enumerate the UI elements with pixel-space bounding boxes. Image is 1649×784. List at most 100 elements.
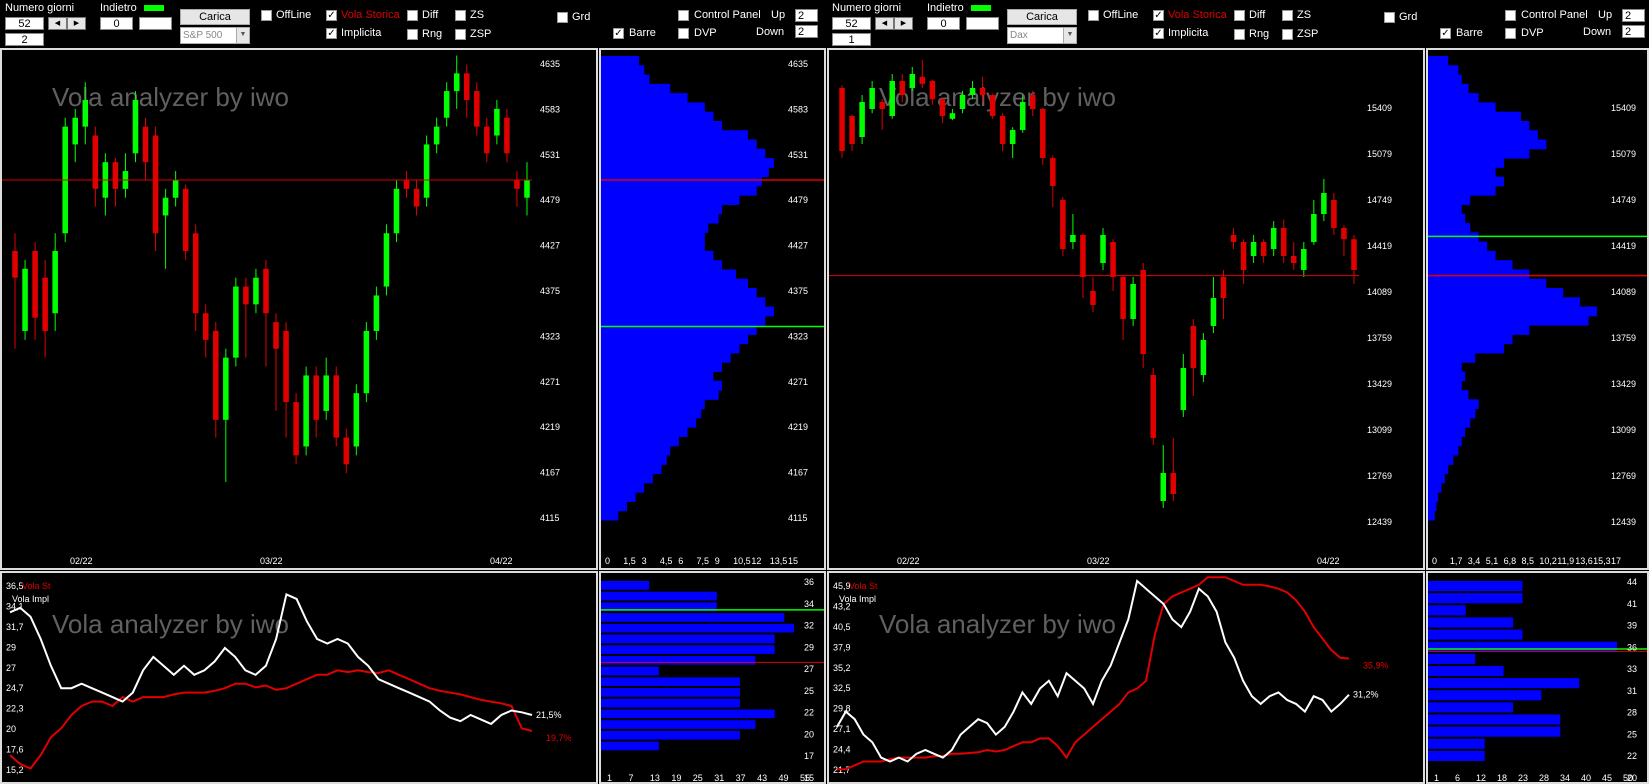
rng-checkbox[interactable]: [407, 29, 418, 40]
vola-profile-tick-label: 41: [1627, 599, 1637, 609]
volume-profile-bar: [1428, 260, 1513, 270]
down-input[interactable]: 2: [1622, 25, 1645, 38]
price-tick-label: 4427: [540, 241, 560, 251]
zsp-checkbox[interactable]: [1282, 29, 1293, 40]
grd-label: Grd: [572, 11, 591, 23]
vola-profile-x-tick-label: 18: [1497, 773, 1507, 782]
dvp-checkbox[interactable]: [678, 28, 689, 39]
implicita-checkbox[interactable]: ✓: [326, 28, 337, 39]
numero-giorni-input[interactable]: 52: [832, 17, 871, 30]
volume-profile-bar: [601, 167, 769, 178]
price-tick-label: 4635: [540, 59, 560, 69]
volume-profile-right[interactable]: 15409 15079 14749 14419 14089 13759 13429 13099…: [1426, 48, 1649, 570]
status-indicator: [971, 5, 991, 11]
spin-left-icon[interactable]: ◀: [875, 17, 894, 30]
candle-body: [859, 102, 865, 137]
volume-profile-left[interactable]: 4635 4583 4531 4479 4427 4375 4323 4271 4219 4167…: [599, 48, 826, 570]
grd-checkbox[interactable]: [1384, 12, 1395, 23]
watermark: Vola analyzer by iwo: [52, 82, 289, 112]
price-chart-left[interactable]: Vola analyzer by iwo 4635 4583 4531 4479 4427…: [0, 48, 598, 570]
volume-profile-bar: [601, 83, 671, 94]
indietro-extra-input[interactable]: [139, 17, 172, 30]
candle-body: [1120, 277, 1126, 319]
zsp-checkbox[interactable]: [455, 29, 466, 40]
candle-body: [433, 126, 440, 145]
down-input[interactable]: 2: [795, 25, 818, 38]
candle-body: [839, 88, 845, 151]
vola-chart-left[interactable]: Vola analyzer by iwo 36,5 34,1 31,7 29 27 24,7…: [0, 571, 598, 784]
price-tick-label: 4375: [788, 286, 808, 296]
zs-checkbox[interactable]: [1282, 10, 1293, 21]
rng-checkbox[interactable]: [1234, 29, 1245, 40]
up-input[interactable]: 2: [1622, 9, 1645, 22]
offline-checkbox[interactable]: [261, 10, 272, 21]
vola-profile-bar: [1428, 617, 1514, 628]
vola-profile-left[interactable]: 36 34 32 29 27 25 22 20 17 15 1 7 13 19 25 31 37 43 49 55: [599, 571, 826, 784]
vola-st-legend: Vola St: [22, 581, 51, 591]
grd-checkbox[interactable]: [557, 12, 568, 23]
volume-profile-bar: [601, 501, 627, 512]
price-tick-label: 4479: [540, 195, 560, 205]
vola-storica-checkbox[interactable]: ✓: [1153, 10, 1164, 21]
indietro-extra-input[interactable]: [966, 17, 999, 30]
symbol-select[interactable]: S&P 500 ▼: [180, 27, 250, 44]
control-panel-label: Control Panel: [1521, 9, 1588, 21]
volume-profile-bar: [601, 455, 667, 465]
profile-x-tick-label: 3,4: [1468, 556, 1481, 566]
price-chart-right[interactable]: Vola analyzer by iwo 15409 15079 14749 14419…: [827, 48, 1425, 570]
price-tick-label: 4167: [540, 468, 560, 478]
carica-button[interactable]: Carica: [1007, 9, 1077, 25]
chevron-down-icon[interactable]: ▼: [1063, 28, 1076, 43]
implicita-checkbox[interactable]: ✓: [1153, 28, 1164, 39]
profile-x-tick-label: 12: [751, 556, 761, 566]
vola-profile-x-tick-label: 25: [693, 773, 703, 782]
candle-body: [1050, 158, 1056, 186]
symbol-select[interactable]: Dax ▼: [1007, 27, 1077, 44]
profile-x-tick-label: 13,6: [1575, 556, 1593, 566]
price-tick-label: 4583: [540, 104, 560, 114]
price-tick-label: 14749: [1367, 195, 1392, 205]
diff-checkbox[interactable]: [407, 10, 418, 21]
barre-checkbox[interactable]: ✓: [613, 28, 624, 39]
price-tick-label: 12769: [1611, 471, 1636, 481]
candle-body: [1200, 340, 1207, 375]
numero-giorni-spinner[interactable]: ◀ ▶: [48, 17, 86, 30]
vola-profile-bar: [1428, 653, 1476, 664]
carica-button[interactable]: Carica: [180, 9, 250, 25]
candle-body: [494, 108, 500, 136]
volume-profile-bar: [601, 139, 757, 150]
volume-profile-bar: [601, 510, 619, 521]
spin-right-icon[interactable]: ▶: [894, 17, 913, 30]
numero-giorni-spinner[interactable]: ◀ ▶: [875, 17, 913, 30]
candle-body: [989, 95, 996, 116]
secondary-input[interactable]: 2: [5, 33, 44, 46]
zs-checkbox[interactable]: [455, 10, 466, 21]
indietro-input[interactable]: 0: [927, 17, 960, 30]
numero-giorni-input[interactable]: 52: [5, 17, 44, 30]
chevron-down-icon[interactable]: ▼: [236, 28, 249, 43]
up-input[interactable]: 2: [795, 9, 818, 22]
offline-checkbox[interactable]: [1088, 10, 1099, 21]
vola-profile-bar: [1428, 690, 1542, 701]
profile-x-tick-label: 15: [788, 556, 798, 566]
vola-storica-checkbox[interactable]: ✓: [326, 10, 337, 21]
secondary-input[interactable]: 1: [832, 33, 871, 46]
rng-label: Rng: [1249, 28, 1270, 40]
barre-checkbox[interactable]: ✓: [1440, 28, 1451, 39]
control-panel-checkbox[interactable]: [1505, 10, 1516, 21]
diff-checkbox[interactable]: [1234, 10, 1245, 21]
indietro-input[interactable]: 0: [100, 17, 133, 30]
vola-profile-tick-label: 39: [1627, 621, 1637, 631]
control-panel-checkbox[interactable]: [678, 10, 689, 21]
volume-profile-bar: [601, 56, 640, 66]
vola-profile-right[interactable]: 44 41 39 36 33 31 28 25 22 20 1 6 12 18 23 28 34 40 45 50: [1426, 571, 1649, 784]
dvp-checkbox[interactable]: [1505, 28, 1516, 39]
candle-body: [1321, 193, 1327, 214]
barre-label: Barre: [629, 27, 656, 39]
spin-left-icon[interactable]: ◀: [48, 17, 67, 30]
vola-impl-value: 21,5%: [536, 710, 562, 720]
candle-body: [1260, 242, 1267, 256]
volume-profile-bar: [1428, 120, 1530, 131]
vola-chart-right[interactable]: Vola analyzer by iwo 45,9 43,2 40,5 37,9 35,2…: [827, 571, 1425, 784]
spin-right-icon[interactable]: ▶: [67, 17, 86, 30]
